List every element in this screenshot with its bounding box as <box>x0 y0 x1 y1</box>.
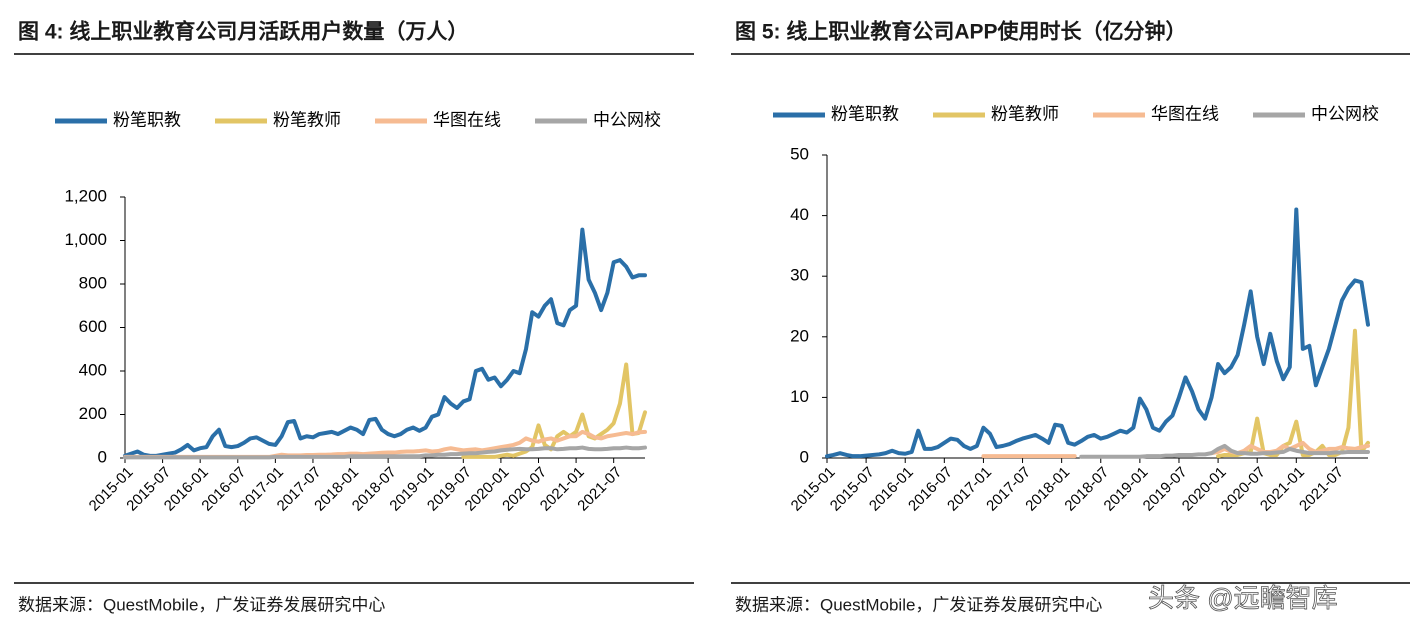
y-tick-label: 40 <box>790 205 809 224</box>
y-tick-label: 30 <box>790 266 809 285</box>
y-tick-label: 0 <box>98 447 107 466</box>
series-line <box>123 227 647 458</box>
chart-title: 图 4: 线上职业教育公司月活跃用户数量（万人） <box>18 20 468 44</box>
x-tick-label: 2021-07 <box>1296 464 1347 515</box>
y-tick-label: 400 <box>79 360 107 379</box>
legend-label: 粉笔教师 <box>273 110 341 129</box>
legend-label: 中公网校 <box>593 110 661 129</box>
watermark: 头条 @远瞻智库 <box>1148 583 1338 613</box>
source: 数据来源：QuestMobile，广发证券发展研究中心 <box>735 595 1102 614</box>
series-line <box>1079 443 1370 459</box>
y-tick-label: 20 <box>790 326 809 345</box>
legend-label: 粉笔职教 <box>831 104 899 123</box>
legend-label: 华图在线 <box>433 110 501 129</box>
y-tick-label: 10 <box>790 387 809 406</box>
y-tick-label: 50 <box>790 144 809 163</box>
y-tick-label: 0 <box>800 447 809 466</box>
y-tick-label: 1,200 <box>64 186 107 205</box>
y-tick-label: 200 <box>79 404 107 423</box>
y-tick-label: 600 <box>79 317 107 336</box>
source: 数据来源：QuestMobile，广发证券发展研究中心 <box>18 595 385 614</box>
y-tick-label: 800 <box>79 273 107 292</box>
series-line <box>461 362 647 459</box>
legend-label: 粉笔教师 <box>991 104 1059 123</box>
legend-label: 华图在线 <box>1151 104 1219 123</box>
series-line <box>123 445 647 460</box>
series-line <box>825 207 1370 459</box>
series-line <box>123 429 647 459</box>
legend-label: 粉笔职教 <box>113 110 181 129</box>
legend-label: 中公网校 <box>1311 104 1379 123</box>
chart-title: 图 5: 线上职业教育公司APP使用时长（亿分钟） <box>735 20 1187 44</box>
y-tick-label: 1,000 <box>64 230 107 249</box>
